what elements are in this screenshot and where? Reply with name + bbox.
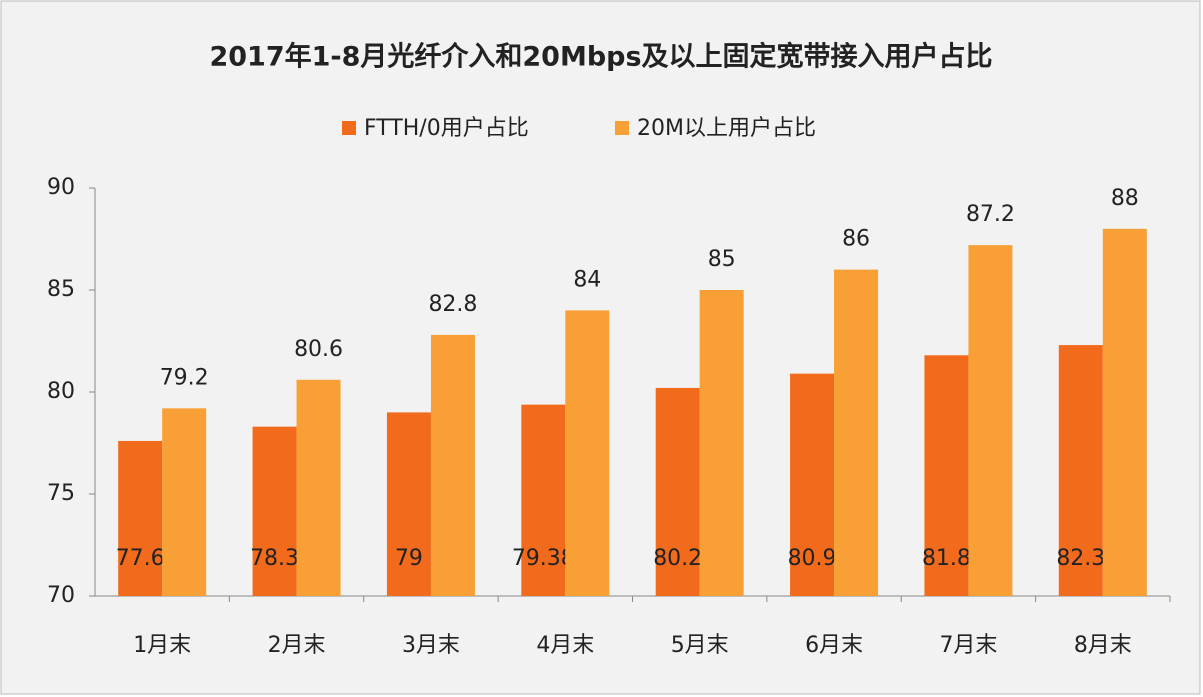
bar bbox=[386, 412, 431, 596]
legend-label: 20M以上用户占比 bbox=[637, 116, 816, 141]
value-label: 82.8 bbox=[428, 292, 477, 317]
value-label: 87.2 bbox=[966, 202, 1015, 227]
y-tick-label: 70 bbox=[47, 583, 75, 608]
value-label: 79.2 bbox=[160, 365, 209, 390]
bar bbox=[296, 379, 341, 596]
bar bbox=[521, 404, 566, 596]
value-label: 80.2 bbox=[653, 546, 702, 571]
legend-swatch bbox=[342, 121, 356, 135]
x-tick-label: 2月末 bbox=[268, 633, 326, 658]
x-tick-label: 8月末 bbox=[1074, 633, 1132, 658]
x-tick-label: 7月末 bbox=[939, 633, 997, 658]
legend-label: FTTH/0用户占比 bbox=[364, 116, 529, 141]
value-label: 79 bbox=[395, 546, 423, 571]
chart-title: 2017年1-8月光纤介入和20Mbps及以上固定宽带接入用户占比 bbox=[209, 41, 992, 73]
bar bbox=[118, 440, 163, 596]
value-label: 82.3 bbox=[1056, 546, 1105, 571]
bar bbox=[430, 334, 475, 596]
bar bbox=[1102, 228, 1147, 597]
x-tick-label: 6月末 bbox=[805, 633, 863, 658]
value-label: 81.8 bbox=[922, 546, 971, 571]
bar bbox=[1058, 345, 1103, 596]
y-tick-label: 80 bbox=[47, 379, 75, 404]
bar bbox=[924, 355, 969, 596]
bar bbox=[565, 310, 610, 596]
value-label: 80.9 bbox=[788, 546, 837, 571]
y-tick-label: 75 bbox=[47, 481, 75, 506]
value-label: 80.6 bbox=[294, 337, 343, 362]
value-label: 88 bbox=[1111, 186, 1139, 211]
value-label: 77.6 bbox=[116, 546, 165, 571]
bar bbox=[655, 387, 700, 596]
bar bbox=[834, 269, 879, 596]
x-tick-label: 4月末 bbox=[536, 633, 594, 658]
bar bbox=[968, 245, 1013, 596]
y-tick-label: 85 bbox=[47, 277, 75, 302]
value-label: 86 bbox=[842, 227, 870, 252]
value-label: 78.3 bbox=[250, 546, 299, 571]
x-tick-label: 1月末 bbox=[133, 633, 191, 658]
legend-swatch bbox=[615, 121, 629, 135]
value-label: 79.38 bbox=[512, 546, 575, 571]
value-label: 84 bbox=[573, 267, 601, 292]
bar bbox=[162, 408, 207, 596]
x-tick-label: 5月末 bbox=[671, 633, 729, 658]
bar bbox=[252, 426, 297, 596]
value-label: 85 bbox=[708, 247, 736, 272]
bar bbox=[699, 290, 744, 596]
y-tick-label: 90 bbox=[47, 175, 75, 200]
bar bbox=[790, 373, 835, 596]
x-tick-label: 3月末 bbox=[402, 633, 460, 658]
